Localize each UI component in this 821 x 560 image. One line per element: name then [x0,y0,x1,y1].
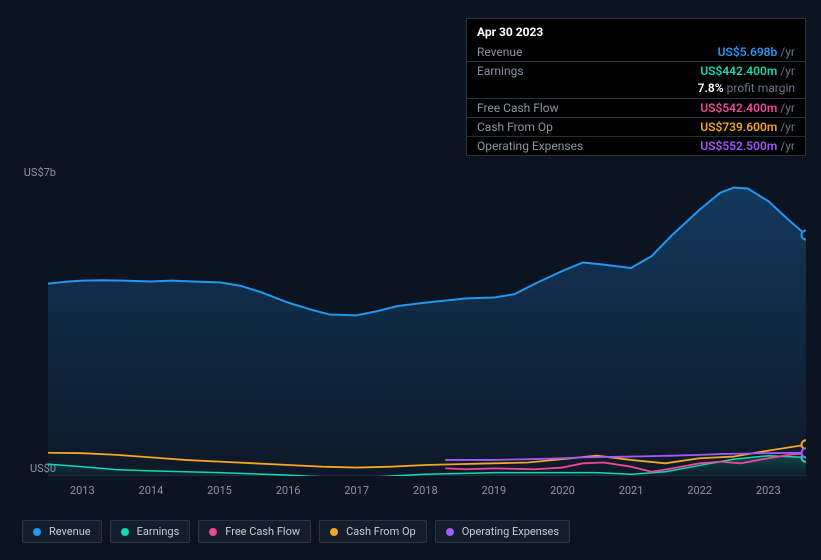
x-tick-label: 2017 [344,484,369,497]
legend-label: Free Cash Flow [225,525,300,538]
tooltip-label: Cash From Op [477,120,553,134]
tooltip-row-margin: 7.8%profit margin [467,80,805,98]
legend-item-revenue[interactable]: Revenue [22,520,102,543]
x-tick-label: 2015 [207,484,232,497]
x-tick-label: 2021 [619,484,644,497]
tooltip-value: US$739.600m/yr [700,120,795,134]
chart-plot-area[interactable] [48,180,806,476]
x-tick-label: 2019 [482,484,507,497]
tooltip-value: US$542.400m/yr [700,101,795,115]
x-tick-label: 2016 [276,484,301,497]
area-revenue [48,188,806,476]
tooltip-date: Apr 30 2023 [467,19,805,43]
legend-label: Revenue [49,525,91,538]
x-tick-label: 2018 [413,484,438,497]
legend-item-fcf[interactable]: Free Cash Flow [198,520,311,543]
legend-dot-icon [330,528,338,536]
x-tick-label: 2022 [687,484,712,497]
legend-item-earnings[interactable]: Earnings [110,520,191,543]
legend-dot-icon [446,528,454,536]
tooltip-label: Free Cash Flow [477,101,559,115]
legend-dot-icon [209,528,217,536]
tooltip-row-opex: Operating Expenses US$552.500m/yr [467,136,805,155]
x-tick-label: 2013 [70,484,95,497]
legend-label: Earnings [137,525,180,538]
legend-dot-icon [33,528,41,536]
x-axis: 2013 2014 2015 2016 2017 2018 2019 2020 2021 2022… [0,484,821,500]
legend-item-cfo[interactable]: Cash From Op [319,520,427,543]
x-tick-label: 2014 [139,484,164,497]
tooltip-label: Revenue [477,45,522,59]
legend-item-opex[interactable]: Operating Expenses [435,520,570,543]
data-tooltip: Apr 30 2023 Revenue US$5.698b/yr Earnings U… [466,18,806,156]
tooltip-row-fcf: Free Cash Flow US$542.400m/yr [467,98,805,117]
tooltip-value: US$552.500m/yr [700,139,795,153]
legend-dot-icon [121,528,129,536]
tooltip-value: US$5.698b/yr [718,45,795,59]
tooltip-value: US$442.400m/yr [700,64,795,78]
tooltip-label: Earnings [477,64,524,78]
legend: Revenue Earnings Free Cash Flow Cash From O… [22,520,570,543]
x-tick-label: 2023 [756,484,781,497]
tooltip-value: 7.8%profit margin [698,81,795,95]
x-tick-label: 2020 [550,484,575,497]
tooltip-row-revenue: Revenue US$5.698b/yr [467,43,805,61]
line-chart-svg [48,180,806,476]
legend-label: Operating Expenses [462,525,559,538]
tooltip-row-cfo: Cash From Op US$739.600m/yr [467,117,805,136]
legend-label: Cash From Op [346,525,416,538]
chart-container: { "chart": { "type": "line-area", "backg… [0,0,821,560]
tooltip-row-earnings: Earnings US$442.400m/yr [467,61,805,80]
tooltip-label: Operating Expenses [477,139,583,153]
y-tick-label: US$7b [16,166,56,179]
